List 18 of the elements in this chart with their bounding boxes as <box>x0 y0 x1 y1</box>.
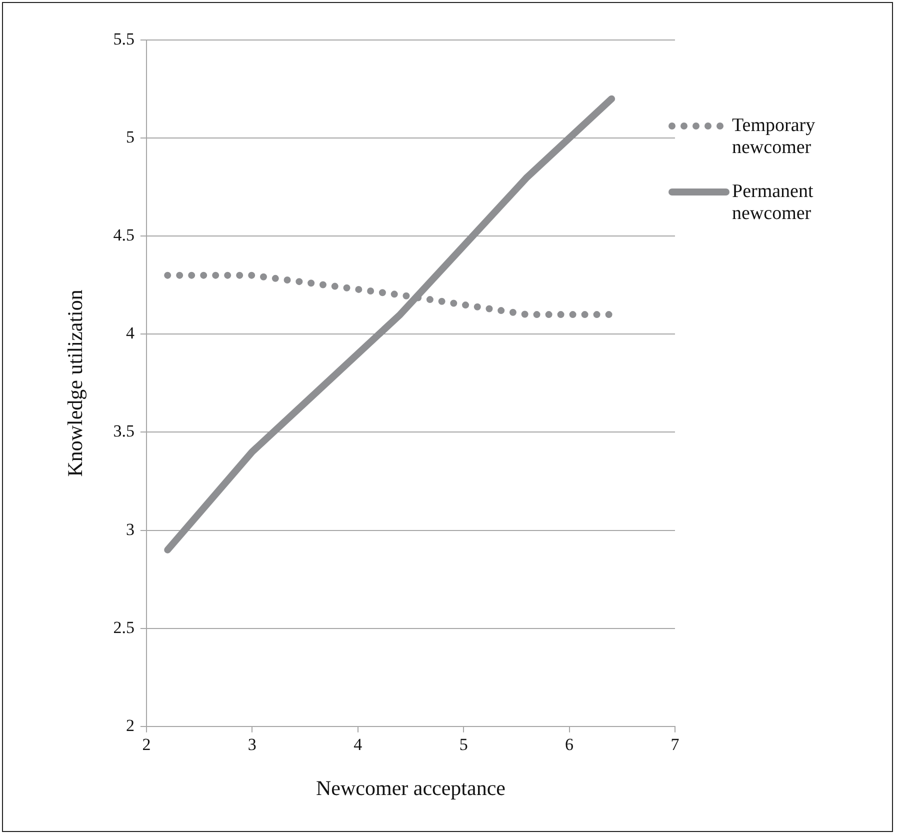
x-tick-label: 7 <box>670 735 680 754</box>
legend-label: Temporary newcomer <box>732 115 816 159</box>
x-tick-label: 2 <box>142 735 151 754</box>
y-tick-label: 2 <box>126 716 134 735</box>
x-tick-label: 4 <box>354 735 363 754</box>
y-tick-label: 5 <box>126 128 134 147</box>
y-tick-label: 5.5 <box>113 29 134 48</box>
legend-label: Permanent newcomer <box>732 181 814 225</box>
x-tick-label: 3 <box>248 735 256 754</box>
x-axis-title: Newcomer acceptance <box>316 776 506 800</box>
x-tick-label: 6 <box>565 735 574 754</box>
x-tick-label: 5 <box>459 735 468 754</box>
y-tick-label: 3.5 <box>113 422 134 441</box>
y-tick-label: 2.5 <box>113 618 134 637</box>
y-axis-title: Knowledge utilization <box>63 289 88 477</box>
y-tick-label: 4.5 <box>113 226 134 245</box>
y-tick-label: 3 <box>126 520 134 539</box>
y-tick-label: 4 <box>126 324 135 343</box>
